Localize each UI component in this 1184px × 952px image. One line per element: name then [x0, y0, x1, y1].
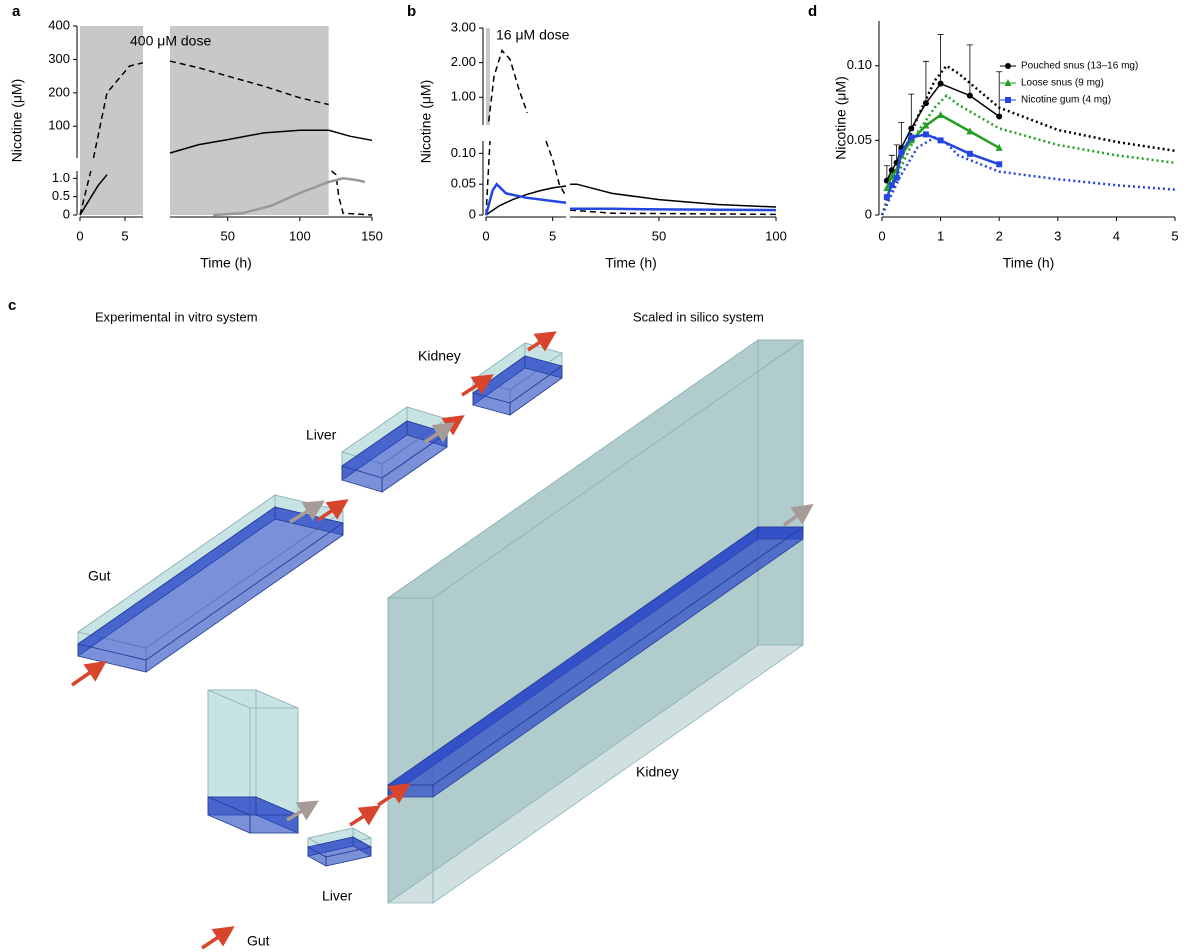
y-axis-label: Nicotine (μM) — [418, 80, 434, 164]
y-tick-label: 0.5 — [52, 188, 70, 203]
data-point — [937, 111, 944, 118]
panel-label: a — [12, 3, 21, 20]
y-tick-label: 200 — [48, 84, 70, 99]
y-tick-label: 100 — [48, 118, 70, 133]
box-face — [388, 598, 433, 903]
legend-label: Loose snus (9 mg) — [1021, 78, 1104, 89]
data-point — [898, 149, 904, 155]
box-face — [78, 507, 343, 660]
data-point — [967, 151, 973, 157]
y-tick-label: 0.05 — [847, 132, 872, 147]
x-tick-label: 0 — [482, 228, 489, 243]
y-tick-label: 0 — [469, 206, 476, 221]
y-tick-label: 400 — [48, 17, 70, 32]
organ-label: Gut — [247, 933, 270, 949]
box-face — [433, 340, 803, 903]
legend-label: Pouched snus (13–16 mg) — [1021, 61, 1138, 72]
organ-label: Gut — [88, 568, 111, 584]
y-axis-label: Nicotine (μM) — [833, 76, 849, 160]
error-bar — [923, 61, 929, 103]
x-tick-label: 50 — [220, 228, 234, 243]
x-axis-label: Time (h) — [605, 255, 657, 271]
legend-label: Nicotine gum (4 mg) — [1021, 95, 1111, 106]
organ-label: Kidney — [418, 348, 461, 364]
data-point — [938, 137, 944, 143]
data-point — [996, 161, 1002, 167]
x-tick-label: 2 — [996, 228, 1003, 243]
y-tick-label: 0 — [63, 206, 70, 221]
panel-label: c — [8, 297, 16, 314]
diagram-title: Experimental in vitro system — [95, 309, 258, 324]
y-tick-label: 0.05 — [451, 176, 476, 191]
error-bar — [996, 72, 1002, 117]
series-line — [332, 171, 372, 215]
data-point — [938, 81, 944, 87]
x-tick-label: 50 — [652, 228, 666, 243]
legend-marker — [1005, 63, 1011, 69]
x-axis-label: Time (h) — [200, 255, 252, 271]
y-tick-label: 300 — [48, 51, 70, 66]
data-point — [889, 182, 895, 188]
x-tick-label: 100 — [289, 228, 311, 243]
series-line — [570, 184, 776, 207]
y-tick-label: 2.00 — [451, 54, 476, 69]
figure: c Experimental in vitro system Scaled in… — [0, 0, 1184, 952]
legend-marker — [1005, 97, 1011, 103]
annotation: 16 μM dose — [496, 27, 570, 43]
x-tick-label: 5 — [121, 228, 128, 243]
flow-arrow — [350, 811, 372, 825]
flow-arrow — [72, 667, 98, 685]
series-line — [882, 96, 1175, 215]
x-tick-label: 4 — [1113, 228, 1120, 243]
x-tick-label: 0 — [76, 228, 83, 243]
flow-arrow — [202, 932, 226, 948]
series-line — [486, 184, 566, 215]
annotation: 400 μM dose — [130, 33, 211, 49]
x-tick-label: 1 — [937, 228, 944, 243]
series-line — [489, 51, 528, 122]
data-point — [894, 175, 900, 181]
panel-label: b — [407, 3, 416, 20]
organ-label: Kidney — [636, 764, 679, 780]
data-point — [996, 114, 1002, 120]
series-line — [887, 84, 999, 181]
diagram-title: Scaled in silico system — [633, 309, 764, 324]
data-point — [908, 125, 914, 131]
shaded-region — [170, 26, 329, 215]
series-line — [570, 209, 776, 210]
organ-label: Liver — [322, 888, 353, 904]
data-point — [884, 194, 890, 200]
diagram — [72, 337, 805, 948]
x-tick-label: 5 — [1171, 228, 1178, 243]
x-tick-label: 0 — [878, 228, 885, 243]
x-tick-label: 5 — [549, 228, 556, 243]
panel-label: d — [808, 3, 817, 20]
data-point — [923, 100, 929, 106]
y-tick-label: 0 — [865, 206, 872, 221]
y-tick-label: 0.10 — [451, 145, 476, 160]
y-tick-label: 1.00 — [451, 89, 476, 104]
y-axis-label: Nicotine (μM) — [9, 79, 25, 163]
x-tick-label: 3 — [1054, 228, 1061, 243]
x-tick-label: 100 — [765, 228, 787, 243]
organ-label: Liver — [306, 427, 337, 443]
x-axis-label: Time (h) — [1003, 255, 1055, 271]
y-tick-label: 0.10 — [847, 57, 872, 72]
data-point — [908, 134, 914, 140]
data-point — [967, 93, 973, 99]
shaded-region — [80, 26, 143, 215]
data-point — [923, 131, 929, 137]
x-tick-label: 150 — [361, 228, 383, 243]
y-tick-label: 1.0 — [52, 170, 70, 185]
y-tick-label: 3.00 — [451, 19, 476, 34]
series-line — [882, 137, 1175, 215]
error-bar — [967, 45, 973, 96]
